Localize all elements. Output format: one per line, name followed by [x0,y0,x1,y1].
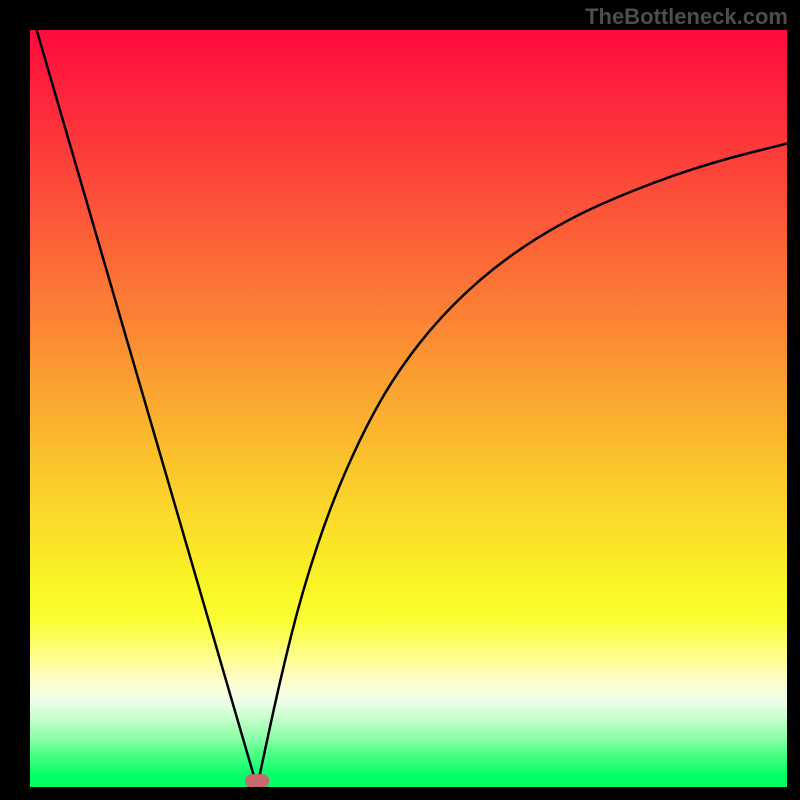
chart-svg [0,0,800,800]
chart-container: TheBottleneck.com [0,0,800,800]
